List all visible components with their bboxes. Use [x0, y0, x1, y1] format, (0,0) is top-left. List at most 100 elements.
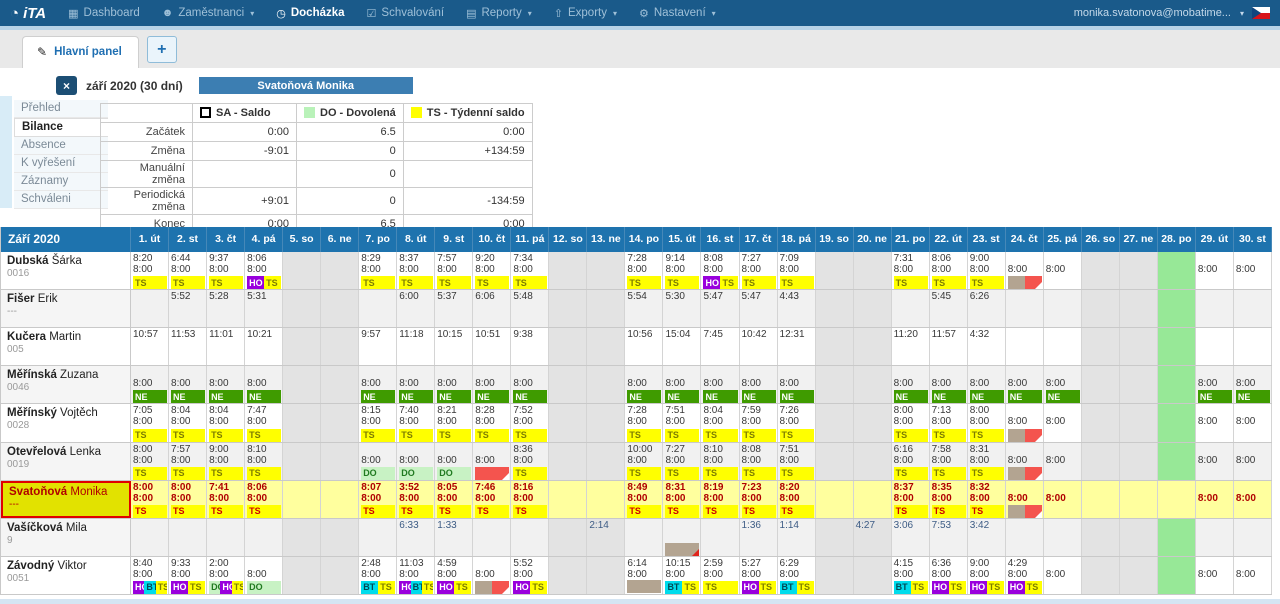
day-cell[interactable]: 3:52 8:00 TS: [397, 480, 436, 518]
day-cell[interactable]: [283, 480, 322, 518]
add-tab-button[interactable]: +: [146, 36, 177, 63]
day-cell[interactable]: [587, 252, 626, 290]
day-cell[interactable]: 6:16 8:00 TS: [891, 442, 930, 480]
czech-flag-icon[interactable]: [1252, 7, 1270, 19]
day-cell[interactable]: [853, 480, 892, 518]
day-cell[interactable]: 7:57 8:00 TS: [169, 442, 208, 480]
day-cell[interactable]: 8:00: [1195, 442, 1234, 480]
day-cell[interactable]: 8:00 8:00 TS: [131, 480, 170, 518]
day-cell[interactable]: 9:37 8:00 TS: [207, 252, 246, 290]
day-cell[interactable]: [853, 556, 892, 594]
day-cell[interactable]: 9:00 8:00 HO TS: [967, 556, 1006, 594]
day-cell[interactable]: 8:00: [1005, 442, 1044, 480]
day-cell[interactable]: 7:26 8:00 TS: [777, 404, 816, 442]
day-cell[interactable]: [511, 518, 550, 556]
day-cell[interactable]: [321, 518, 360, 556]
day-cell[interactable]: 6:36 8:00 HO TS: [929, 556, 968, 594]
day-cell[interactable]: 8:35 8:00 TS: [929, 480, 968, 518]
side-item-prehled[interactable]: Přehled: [14, 100, 108, 118]
day-cell[interactable]: 8:00 NE: [625, 366, 664, 404]
day-cell[interactable]: [1081, 404, 1120, 442]
day-cell[interactable]: 8:00: [1005, 480, 1044, 518]
day-cell[interactable]: 8:37 8:00 TS: [397, 252, 436, 290]
day-cell[interactable]: [321, 442, 360, 480]
employee-name-cell[interactable]: Vašíčková Mila 9: [1, 518, 131, 556]
day-cell[interactable]: 8:00: [1233, 480, 1272, 518]
day-cell[interactable]: 8:00 NE: [701, 366, 740, 404]
day-cell[interactable]: [1195, 290, 1234, 328]
day-cell[interactable]: 10:15 8:00 BT TS: [663, 556, 702, 594]
day-cell[interactable]: 5:48: [511, 290, 550, 328]
day-cell[interactable]: [549, 366, 588, 404]
day-cell[interactable]: [815, 290, 854, 328]
day-cell[interactable]: 8:49 8:00 TS: [625, 480, 664, 518]
day-cell[interactable]: 3:06: [891, 518, 930, 556]
day-cell[interactable]: 8:06 8:00 HO TS: [245, 252, 284, 290]
day-cell[interactable]: 8:00: [1043, 404, 1082, 442]
day-cell[interactable]: 7:09 8:00 TS: [777, 252, 816, 290]
day-cell[interactable]: [853, 442, 892, 480]
day-cell[interactable]: [321, 404, 360, 442]
day-cell[interactable]: [815, 556, 854, 594]
day-cell[interactable]: [587, 404, 626, 442]
day-cell[interactable]: [1157, 404, 1196, 442]
day-cell[interactable]: 7:41 8:00 TS: [207, 480, 246, 518]
employee-name-cell[interactable]: Kučera Martin 005: [1, 328, 131, 366]
day-cell[interactable]: 8:00 NE: [891, 366, 930, 404]
day-cell[interactable]: [815, 518, 854, 556]
day-cell[interactable]: 8:07 8:00 TS: [359, 480, 398, 518]
day-cell[interactable]: 10:42: [739, 328, 778, 366]
day-cell[interactable]: 8:00: [1195, 556, 1234, 594]
day-cell[interactable]: [549, 404, 588, 442]
day-cell[interactable]: [1157, 328, 1196, 366]
day-cell[interactable]: [1005, 328, 1044, 366]
day-cell[interactable]: 7:05 8:00 TS: [131, 404, 170, 442]
employee-name-cell[interactable]: Závodný Viktor 0051: [1, 556, 131, 594]
day-cell[interactable]: [853, 404, 892, 442]
day-cell[interactable]: 8:00: [1233, 252, 1272, 290]
selected-employee-banner[interactable]: Svatoňová Monika: [198, 77, 413, 94]
day-cell[interactable]: [321, 252, 360, 290]
day-cell[interactable]: [1081, 556, 1120, 594]
day-cell[interactable]: 8:37 8:00 TS: [891, 480, 930, 518]
day-cell[interactable]: 8:00 8:00 TS: [891, 404, 930, 442]
nav-item-zamestnanci[interactable]: ☻ Zaměstnanci ▾: [161, 7, 255, 19]
day-cell[interactable]: [815, 404, 854, 442]
day-cell[interactable]: 8:00: [1195, 404, 1234, 442]
day-cell[interactable]: 15:04: [663, 328, 702, 366]
day-cell[interactable]: [815, 252, 854, 290]
day-cell[interactable]: 7:59 8:00 TS: [739, 404, 778, 442]
day-cell[interactable]: 8:10 8:00 TS: [245, 442, 284, 480]
day-cell[interactable]: [1043, 328, 1082, 366]
day-cell[interactable]: 8:04 8:00 TS: [701, 404, 740, 442]
day-cell[interactable]: 7:47 8:00 TS: [245, 404, 284, 442]
day-cell[interactable]: 7:28 8:00 TS: [625, 404, 664, 442]
day-cell[interactable]: 8:00 NE: [397, 366, 436, 404]
day-cell[interactable]: 11:01: [207, 328, 246, 366]
day-cell[interactable]: [1233, 290, 1272, 328]
day-cell[interactable]: 7:57 8:00 TS: [435, 252, 474, 290]
day-cell[interactable]: 6:00: [397, 290, 436, 328]
day-cell[interactable]: [283, 290, 322, 328]
day-cell[interactable]: [853, 290, 892, 328]
day-cell[interactable]: 2:14: [587, 518, 626, 556]
day-cell[interactable]: [1157, 290, 1196, 328]
tab-hlavni-panel[interactable]: ✎ Hlavní panel: [22, 36, 139, 68]
nav-item-dochazka[interactable]: ◷ Docházka: [276, 7, 345, 20]
day-cell[interactable]: [853, 366, 892, 404]
day-cell[interactable]: [1119, 290, 1158, 328]
day-cell[interactable]: [283, 328, 322, 366]
day-cell[interactable]: 8:00 NE: [473, 366, 512, 404]
day-cell[interactable]: 8:00 DO: [397, 442, 436, 480]
day-cell[interactable]: 10:00 8:00 TS: [625, 442, 664, 480]
day-cell[interactable]: [1119, 404, 1158, 442]
day-cell[interactable]: 11:20: [891, 328, 930, 366]
day-cell[interactable]: 8:04 8:00 TS: [169, 404, 208, 442]
nav-item-schvalovani[interactable]: ☑ Schvalování: [366, 7, 445, 20]
day-cell[interactable]: [587, 442, 626, 480]
employee-name-cell[interactable]: Svatoňová Monika ---: [1, 480, 131, 518]
day-cell[interactable]: 7:51 8:00 TS: [663, 404, 702, 442]
day-cell[interactable]: [549, 518, 588, 556]
nav-item-exporty[interactable]: ⇧ Exporty ▾: [553, 7, 617, 20]
day-cell[interactable]: 12:31: [777, 328, 816, 366]
